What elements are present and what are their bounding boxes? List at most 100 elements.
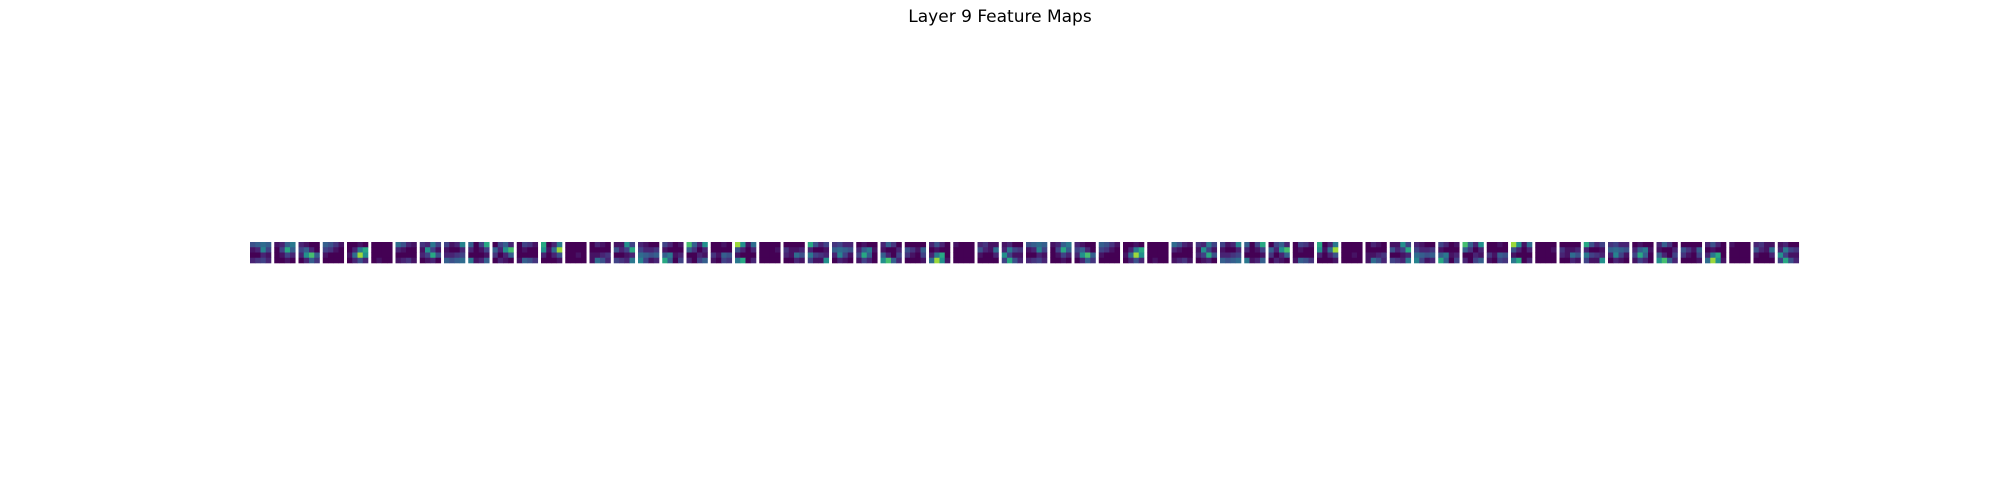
feature-map-cell xyxy=(716,257,722,264)
feature-map-cell xyxy=(891,247,897,253)
feature-map-cell xyxy=(1753,247,1760,253)
feature-map-cell xyxy=(322,257,329,264)
feature-map-cell xyxy=(1273,252,1280,259)
feature-map-cell xyxy=(484,247,490,253)
feature-map-28 xyxy=(904,242,927,264)
feature-map-cell xyxy=(1123,242,1129,248)
feature-map-cell xyxy=(1182,242,1188,248)
feature-map-cell xyxy=(769,257,776,264)
feature-map-cell xyxy=(1284,242,1290,248)
feature-map-cell xyxy=(1104,252,1110,259)
feature-map-cell xyxy=(1017,247,1024,253)
feature-map-cell xyxy=(1279,247,1285,253)
feature-map-cell xyxy=(1720,242,1727,248)
feature-map-cell xyxy=(322,247,329,253)
feature-map-cell xyxy=(1739,257,1746,264)
feature-map-cell xyxy=(314,242,320,248)
feature-map-cell xyxy=(1745,242,1751,248)
feature-map-cell xyxy=(1559,252,1566,259)
feature-map-cell xyxy=(1230,247,1237,253)
feature-map-49 xyxy=(1414,242,1436,264)
feature-map-cell xyxy=(1691,242,1697,248)
feature-map-cell xyxy=(1201,252,1207,259)
feature-map-cell xyxy=(1764,247,1770,253)
feature-map-cell xyxy=(982,252,989,259)
feature-map-cell xyxy=(1613,257,1619,264)
feature-map-cell xyxy=(1734,257,1741,264)
feature-map-cell xyxy=(454,257,461,264)
feature-map-cell xyxy=(1268,242,1275,248)
feature-map-cell xyxy=(794,247,800,253)
feature-maps-row xyxy=(250,242,1800,264)
feature-map-cell xyxy=(915,257,921,264)
feature-map-cell xyxy=(357,247,364,253)
feature-map-cell xyxy=(541,257,547,264)
feature-map-cell xyxy=(1502,257,1509,264)
feature-map-cell xyxy=(880,247,887,253)
feature-map-cell xyxy=(1764,252,1770,259)
feature-map-cell xyxy=(1473,247,1479,253)
feature-map-cell xyxy=(1098,252,1105,259)
feature-map-cell xyxy=(963,252,970,259)
feature-map-cell xyxy=(1589,257,1595,264)
feature-map-cell xyxy=(993,252,999,259)
feature-map-cell xyxy=(1739,252,1746,259)
feature-map-cell xyxy=(1613,247,1619,253)
feature-map-cell xyxy=(939,247,946,253)
feature-map-cell xyxy=(1220,252,1226,259)
feature-map-cell xyxy=(1268,247,1275,253)
feature-map-cell xyxy=(425,242,431,248)
feature-map-cell xyxy=(832,247,838,253)
feature-map-cell xyxy=(314,247,320,253)
feature-map-cell xyxy=(1696,252,1703,259)
feature-map-cell xyxy=(492,257,499,264)
feature-map-cell xyxy=(265,257,272,264)
feature-map-cell xyxy=(376,257,383,264)
feature-map-cell xyxy=(347,257,353,264)
feature-map-cell xyxy=(1370,242,1377,248)
feature-map-cell xyxy=(1104,247,1110,253)
feature-map-cell xyxy=(1661,252,1668,259)
feature-map-cell xyxy=(1753,252,1760,259)
feature-map-cell xyxy=(1327,247,1334,253)
feature-map-cell xyxy=(1405,257,1412,264)
feature-map-cell xyxy=(1381,252,1387,259)
feature-map-cell xyxy=(1123,247,1129,253)
feature-map-43 xyxy=(1268,242,1290,264)
feature-map-cell xyxy=(1564,247,1571,253)
feature-map-cell xyxy=(1575,252,1581,259)
feature-map-cell xyxy=(532,252,539,259)
feature-map-cell xyxy=(449,252,455,259)
feature-map-cell xyxy=(322,242,329,248)
feature-map-cell xyxy=(638,247,644,253)
feature-map-cell xyxy=(1637,257,1644,264)
feature-map-cell xyxy=(745,252,752,259)
feature-map-cell xyxy=(856,252,862,259)
feature-map-cell xyxy=(298,252,305,259)
feature-map-cell xyxy=(435,252,442,259)
feature-map-cell xyxy=(1497,242,1503,248)
feature-map-cell xyxy=(619,247,625,253)
feature-map-cell xyxy=(430,252,436,259)
feature-map-cell xyxy=(1443,247,1450,253)
feature-map-42 xyxy=(1244,242,1266,264)
feature-map-cell xyxy=(546,242,552,248)
feature-map-cell xyxy=(1777,247,1784,253)
feature-map-cell xyxy=(1225,242,1231,248)
feature-map-cell xyxy=(459,242,466,248)
feature-map-cell xyxy=(1783,252,1789,259)
feature-map-31 xyxy=(977,242,999,264)
feature-map-cell xyxy=(425,257,431,264)
feature-map-cell xyxy=(856,242,862,248)
feature-map-19 xyxy=(686,242,708,264)
feature-map-cell xyxy=(910,247,916,253)
feature-map-cell xyxy=(885,257,892,264)
feature-map-cell xyxy=(1583,257,1590,264)
feature-map-cell xyxy=(1594,257,1600,264)
feature-map-cell xyxy=(678,247,684,253)
feature-map-cell xyxy=(939,257,946,264)
feature-map-cell xyxy=(750,242,757,248)
feature-map-cell xyxy=(1734,247,1741,253)
feature-map-cell xyxy=(444,257,450,264)
feature-map-cell xyxy=(1195,242,1202,248)
